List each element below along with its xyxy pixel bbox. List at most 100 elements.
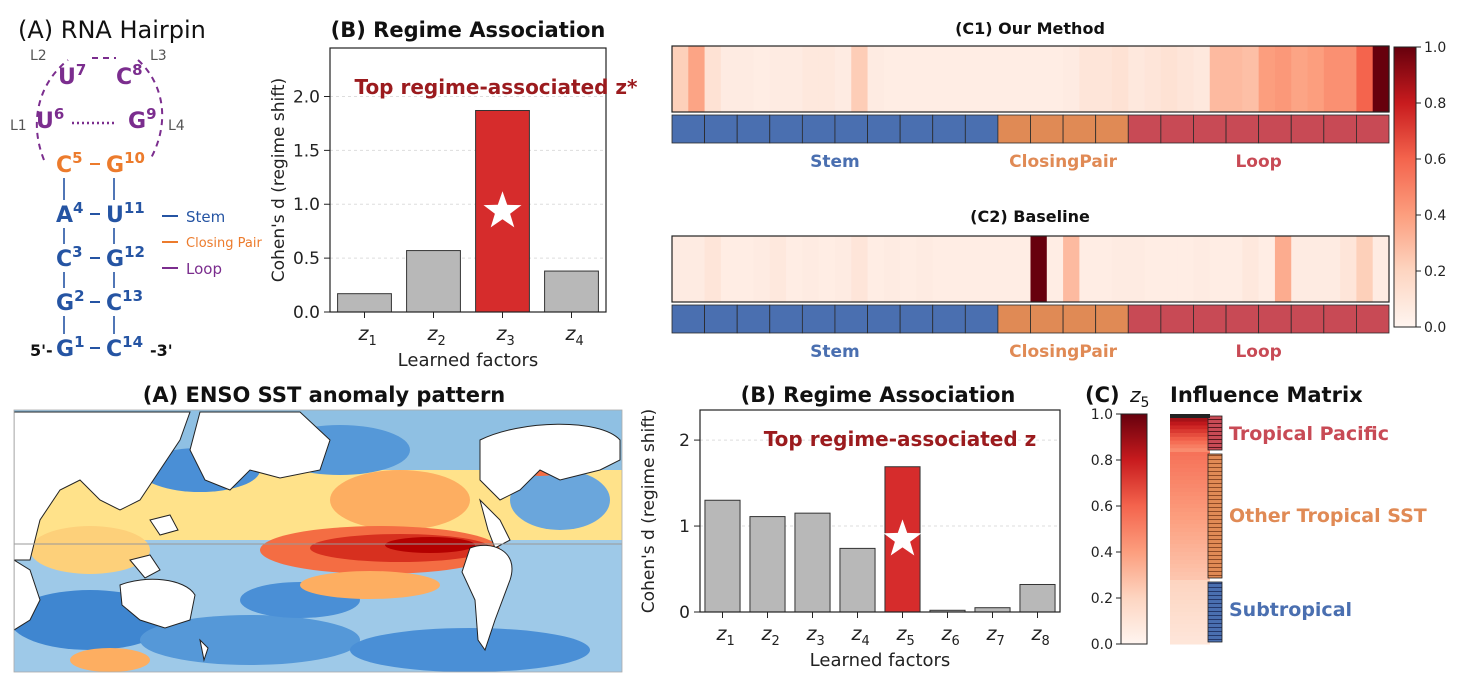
heatmap-cell <box>867 236 885 302</box>
influence-row <box>1170 600 1210 605</box>
x-tick-label: z6 <box>941 623 960 649</box>
heatmap-cell <box>720 236 738 302</box>
rna-regime-title: (B) Regime Association <box>331 18 606 42</box>
heatmap-cell <box>1340 46 1358 112</box>
nucleotide-right-4: C14 <box>106 333 143 362</box>
heatmap-cell <box>1209 46 1227 112</box>
segment-cell-stem <box>769 114 803 144</box>
influence-row <box>1170 524 1210 529</box>
colorbar-tick-label: 0.0 <box>1424 320 1446 336</box>
x-axis-label: Learned factors <box>810 650 951 671</box>
influence-tick-label: 0.6 <box>1091 499 1113 515</box>
bar-z4 <box>839 547 876 613</box>
y-tick-label: 2.0 <box>293 87 320 107</box>
sst-anomaly-map <box>14 410 622 672</box>
segment-label-stem: Stem <box>810 152 860 172</box>
heatmap-cell <box>1177 236 1195 302</box>
influence-row <box>1170 460 1210 465</box>
influence-row <box>1170 444 1210 449</box>
heatmap-cell <box>1356 236 1374 302</box>
influence-row <box>1170 528 1210 533</box>
heatmap-cell <box>883 236 901 302</box>
influence-tick-label: 1.0 <box>1091 407 1113 423</box>
y-tick-label: 1 <box>679 517 690 537</box>
highlight-star-icon <box>483 191 522 228</box>
influence-row <box>1170 480 1210 485</box>
heatmap-frame <box>671 235 1390 303</box>
influence-row <box>1170 560 1210 565</box>
segment-cell-stem <box>932 304 966 334</box>
influence-row <box>1170 516 1210 521</box>
nucleotide-u7: U7 <box>58 61 86 90</box>
heatmap-cell <box>997 236 1015 302</box>
segment-cell-stem <box>704 304 738 334</box>
influence-row <box>1170 544 1210 549</box>
heatmap-cell <box>753 46 771 112</box>
influence-tick-label: 0.2 <box>1091 591 1113 607</box>
influence-group-strip <box>1207 453 1223 579</box>
influence-row <box>1170 456 1210 461</box>
influence-row <box>1170 504 1210 509</box>
influence-row <box>1170 592 1210 597</box>
segment-cell-loop <box>1225 114 1260 144</box>
influence-row <box>1170 552 1210 557</box>
influence-colorbar <box>1120 413 1148 645</box>
bar-z2 <box>749 516 786 613</box>
heatmap-panels: (C1) Our Method (C2) Baseline Stem Closin… <box>671 19 1446 362</box>
nucleotide-g9: G9 <box>128 105 157 134</box>
x-tick-label: z2 <box>761 623 780 649</box>
x-tick-label: z1 <box>358 323 377 349</box>
heatmap-cell <box>981 46 999 112</box>
influence-row <box>1170 632 1210 637</box>
heatmap-cell <box>1242 46 1260 112</box>
influence-row <box>1170 520 1210 525</box>
segment-cell-loop <box>1356 114 1390 144</box>
highlight-star-icon <box>883 519 922 556</box>
rna-regime-chart: (B) Regime Association 0.0 0.5 1.0 1.5 2.0 z1… <box>269 18 638 371</box>
influence-row <box>1170 433 1210 438</box>
bar-z7 <box>974 607 1011 613</box>
y-tick-label: 0.0 <box>293 303 320 323</box>
plot-frame <box>699 409 1061 613</box>
heatmap-cell <box>1209 236 1227 302</box>
influence-row <box>1170 572 1210 577</box>
heatmap-cell <box>916 46 934 112</box>
heatmap-cell <box>786 46 803 112</box>
segment-cell-stem <box>671 114 705 144</box>
influence-row <box>1170 496 1210 501</box>
segment-cell-stem <box>769 304 803 334</box>
x-tick-label: z2 <box>427 323 446 349</box>
segment-cell-stem <box>801 114 836 144</box>
influence-row <box>1170 568 1210 573</box>
influence-tick-label: 0.8 <box>1091 453 1113 469</box>
heatmap-cell <box>1258 46 1276 112</box>
heatmap-cell <box>965 46 983 112</box>
influence-panel-label: (C) <box>1085 383 1120 407</box>
heatmap-cell <box>916 236 934 302</box>
x-tick-label: z5 <box>896 623 915 649</box>
segment-cell-stem <box>834 304 868 334</box>
hairpin-nucleotides: U6 U7 C8 G9 C5 G10 A4 U11 C3 G12 G2 C13 G1 C14 5'- -3' <box>30 61 173 362</box>
segment-cell-stem <box>736 304 771 334</box>
influence-row <box>1170 492 1210 497</box>
influence-row <box>1170 620 1210 625</box>
x-axis-label: Learned factors <box>398 350 539 371</box>
influence-row <box>1170 476 1210 481</box>
heatmap-cell <box>1095 236 1113 302</box>
heatmap-cell <box>1193 46 1211 112</box>
loop-label-l1: L1 <box>10 118 27 134</box>
influence-matrix-panel: (C) z5 Influence Matrix 0.0 0.2 0.4 0.6 0.8 1… <box>1085 383 1427 653</box>
y-tick-label: 1.0 <box>293 195 320 215</box>
influence-row <box>1170 464 1210 469</box>
colorbar-tick-label: 0.2 <box>1424 264 1446 280</box>
influence-row <box>1170 612 1210 617</box>
heatmap-cell <box>688 236 706 302</box>
influence-row <box>1170 564 1210 569</box>
nucleotide-left-2: C3 <box>56 243 83 272</box>
heatmap-cell <box>1144 236 1162 302</box>
segment-cell-loop <box>1127 114 1162 144</box>
nucleotide-left-3: G2 <box>56 287 85 316</box>
influence-group-strip <box>1207 581 1223 643</box>
y-axis-label: Cohen's d (regime shift) <box>269 78 289 282</box>
